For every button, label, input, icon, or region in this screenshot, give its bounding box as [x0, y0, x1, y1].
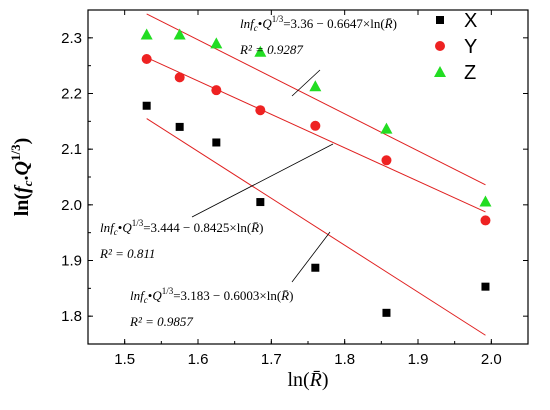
point-x	[311, 263, 320, 272]
annotations: lnfc•Q1/3=3.36 − 0.6647×ln(R̄) R² = 0.928…	[99, 14, 397, 329]
leader-line-y	[191, 143, 334, 218]
y-tick-label: 2.0	[61, 197, 82, 214]
y-tick-label: 2.2	[61, 86, 82, 103]
point-x	[142, 101, 151, 110]
x-tick-label: 2.0	[481, 351, 502, 368]
point-z	[173, 28, 186, 40]
legend-marker-x	[436, 16, 444, 24]
point-x	[481, 282, 490, 291]
fit-line-y	[146, 118, 486, 336]
point-x	[175, 122, 184, 131]
data-markers	[140, 28, 492, 317]
point-y	[255, 105, 266, 116]
equation-z: lnfc•Q1/3=3.36 − 0.6647×ln(R̄)	[240, 14, 397, 33]
x-tick-label: 1.6	[188, 351, 209, 368]
fit-line-z	[146, 13, 486, 186]
legend-marker-z	[434, 66, 446, 77]
r2-x: R² = 0.9857	[129, 314, 193, 329]
axis-labels: ln(R̄) ln(fc.Q1/3)	[8, 138, 329, 391]
legend-label-z: Z	[464, 62, 476, 84]
point-z	[254, 45, 267, 57]
r2-y: R² = 0.811	[99, 246, 155, 261]
point-y	[174, 72, 185, 83]
point-z	[479, 195, 492, 207]
point-y	[141, 53, 152, 64]
equation-x: lnfc•Q1/3=3.183 − 0.6003×ln(R̄)	[130, 286, 293, 305]
point-y	[211, 85, 222, 96]
point-x	[212, 138, 221, 147]
leader-line-x	[291, 231, 331, 283]
point-y	[310, 120, 321, 131]
axes: 1.5 1.6 1.7 1.8 1.9 2.0 1.8 1.9 2.0 2.1 2.2 2.3	[61, 9, 529, 368]
r2-z: R² = 0.9287	[239, 42, 303, 57]
x-tick-label: 1.8	[334, 351, 355, 368]
y-tick-label: 1.8	[61, 308, 82, 325]
y-tick-label: 2.3	[61, 30, 82, 47]
leader-line-z	[291, 69, 321, 97]
legend-label-x: X	[464, 10, 477, 32]
fit-lines	[146, 13, 486, 336]
point-z	[140, 28, 153, 40]
point-z	[380, 122, 393, 134]
point-x	[382, 308, 391, 317]
legend: XYZ	[434, 10, 477, 84]
point-y	[480, 215, 491, 226]
y-tick-label: 2.1	[61, 141, 82, 158]
legend-label-y: Y	[464, 36, 477, 58]
y-axis-label: ln(fc.Q1/3)	[8, 138, 35, 217]
point-y	[381, 155, 392, 166]
point-x	[256, 198, 265, 207]
x-tick-label: 1.9	[408, 351, 429, 368]
point-z	[309, 80, 322, 92]
fit-line-x	[146, 57, 486, 213]
point-z	[210, 37, 223, 49]
x-axis-label: ln(R̄)	[287, 369, 328, 391]
y-tick-label: 1.9	[61, 253, 82, 270]
legend-marker-y	[435, 41, 445, 51]
x-tick-label: 1.7	[261, 351, 282, 368]
equation-y: lnfc•Q1/3=3.444 − 0.8425×ln(R̄)	[100, 218, 263, 237]
x-tick-label: 1.5	[114, 351, 135, 368]
